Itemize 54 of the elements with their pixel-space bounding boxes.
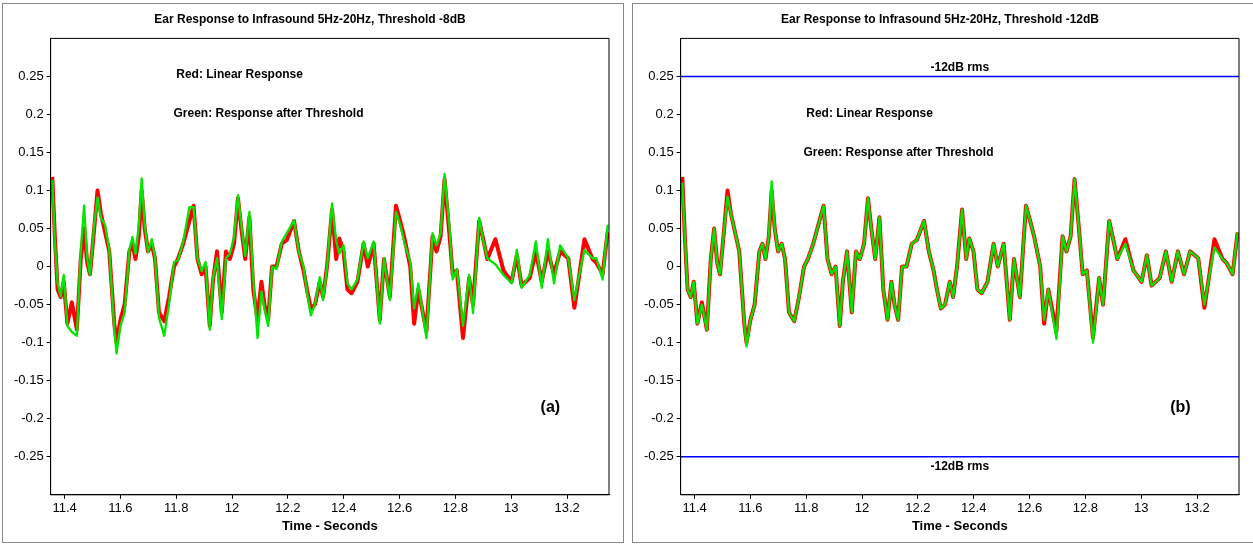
y-tick-label: 0.25 [18, 68, 44, 84]
x-tick-label: 12.2 [905, 500, 931, 516]
y-tick-label: -0.1 [21, 334, 44, 350]
ref-line-label: -12dB rms [930, 459, 990, 474]
y-tick-label: -0.15 [13, 372, 44, 388]
y-tick-label: 0.1 [655, 182, 674, 198]
ref-line-label: -12dB rms [930, 59, 990, 74]
annotation: Green: Response after Threshold [803, 144, 994, 159]
annotation: (a) [540, 398, 561, 416]
y-tick-label: -0.05 [13, 296, 44, 312]
x-tick-label: 12 [224, 500, 240, 516]
annotation: Red: Linear Response [806, 106, 934, 121]
y-tick-label: 0 [666, 258, 674, 274]
x-tick-label: 12.6 [386, 500, 413, 516]
chart-title: Ear Response to Infrasound 5Hz-20Hz, Threshold -8dB [154, 11, 467, 26]
x-tick-label: 11.8 [794, 500, 819, 516]
y-tick-label: -0.1 [651, 334, 674, 350]
chart-title: Ear Response to Infrasound 5Hz-20Hz, Threshold -12dB [780, 11, 1100, 26]
x-tick-label: 13.2 [554, 500, 580, 516]
x-tick-label: 11.4 [682, 500, 707, 516]
x-axis-title: Time - Seconds [281, 517, 378, 533]
x-tick-label: 13 [504, 500, 519, 516]
x-tick-label: 12.6 [1016, 500, 1043, 516]
y-tick-label: 0.25 [648, 68, 674, 84]
x-tick-label: 11.8 [164, 500, 189, 516]
y-tick-label: 0 [36, 258, 44, 274]
x-tick-label: 12.4 [961, 500, 987, 516]
x-tick-label: 11.4 [52, 500, 77, 516]
y-tick-label: 0.2 [25, 106, 44, 122]
y-tick-label: -0.2 [21, 410, 44, 426]
y-tick-label: 0.1 [25, 182, 44, 198]
x-axis-title: Time - Seconds [911, 517, 1008, 533]
x-tick-label: 12.8 [1072, 500, 1099, 516]
annotation: Green: Response after Threshold [173, 106, 364, 121]
annotation: Red: Linear Response [176, 67, 304, 82]
x-tick-label: 12.2 [275, 500, 301, 516]
x-tick-label: 12 [854, 500, 870, 516]
x-tick-label: 13 [1134, 500, 1149, 516]
x-tick-label: 11.6 [108, 500, 133, 516]
y-tick-label: -0.2 [651, 410, 674, 426]
y-tick-label: -0.25 [13, 448, 44, 464]
x-tick-label: 12.8 [442, 500, 469, 516]
x-tick-label: 12.4 [331, 500, 357, 516]
y-tick-label: 0.05 [648, 220, 674, 236]
x-tick-label: 11.6 [738, 500, 763, 516]
y-tick-label: 0.05 [18, 220, 44, 236]
y-tick-label: 0.15 [18, 144, 44, 160]
y-tick-label: 0.15 [648, 144, 674, 160]
x-tick-label: 13.2 [1184, 500, 1210, 516]
y-tick-label: -0.05 [643, 296, 674, 312]
y-tick-label: -0.25 [643, 448, 674, 464]
y-tick-label: 0.2 [655, 106, 674, 122]
annotation: (b) [1170, 398, 1191, 416]
y-tick-label: -0.15 [643, 372, 674, 388]
